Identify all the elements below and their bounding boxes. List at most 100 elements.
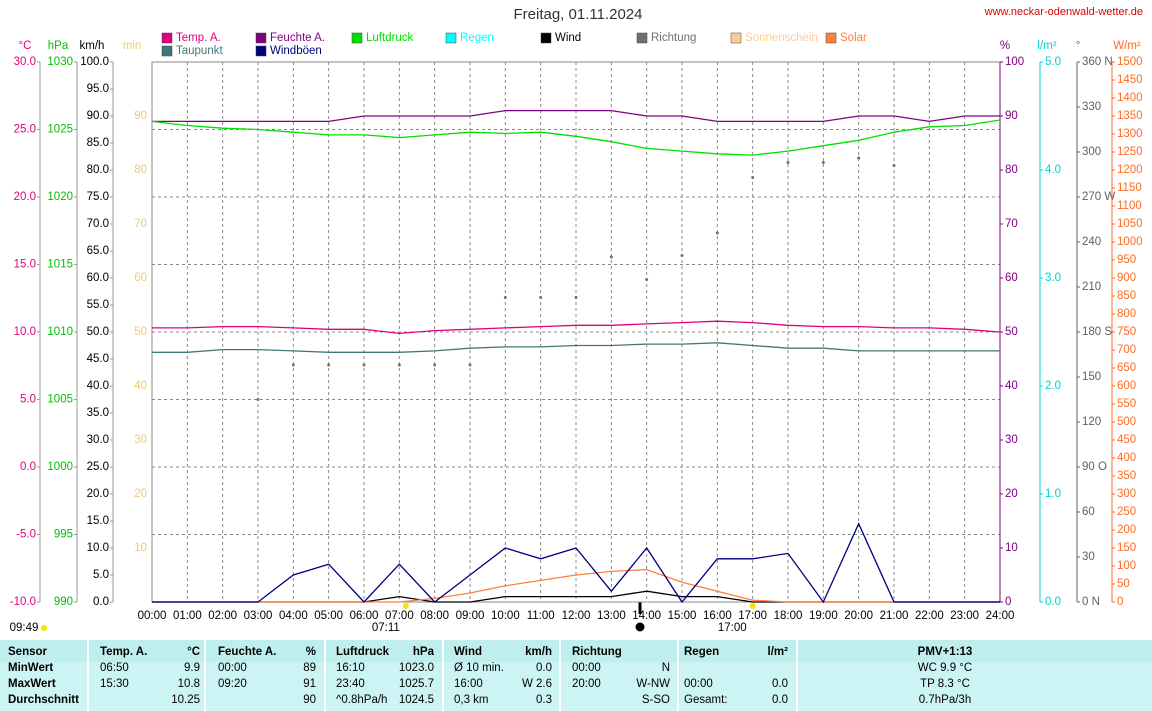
y-tick-label: 25.0 (87, 461, 109, 473)
annotation: 09:49 (10, 622, 39, 634)
table-cell: 0.7hPa/3h (919, 694, 971, 706)
direction-dot (786, 161, 790, 164)
table-cell: MaxWert (8, 678, 56, 690)
y-tick-label: 550 (1117, 398, 1136, 410)
table-cell: 1025.7 (399, 678, 434, 690)
axis-unit: °C (19, 40, 32, 52)
legend-swatch (540, 32, 552, 44)
table-cell: Richtung (572, 646, 622, 658)
y-tick-label: 1015 (47, 259, 73, 271)
y-tick-label: 5.0 (1045, 56, 1061, 68)
y-tick-label: 30 (1005, 434, 1018, 446)
direction-dot (291, 363, 295, 367)
y-tick-label: 210 (1082, 281, 1101, 293)
table-cell: 0.0 (536, 662, 552, 674)
table-cell: 0.3 (536, 694, 552, 706)
y-tick-label: 330 (1082, 101, 1101, 113)
y-tick-label: 1025 (47, 124, 73, 136)
y-tick-label: 35.0 (87, 407, 109, 419)
direction-dot (751, 176, 755, 179)
y-tick-label: 85.0 (87, 137, 109, 149)
x-tick-label: 15:00 (668, 610, 697, 622)
y-tick-label: 80 (134, 164, 147, 176)
x-tick-label: 21:00 (880, 610, 909, 622)
axis-unit: min (123, 40, 142, 52)
y-tick-label: 180 S (1082, 326, 1112, 338)
y-tick-label: 30.0 (14, 56, 36, 68)
table-cell: ^0.8hPa/h (336, 694, 387, 706)
axis-unit: hPa (48, 40, 69, 52)
y-tick-label: 270 W (1082, 191, 1115, 203)
y-tick-label: 120 (1082, 416, 1101, 428)
y-tick-label: 150 (1117, 542, 1136, 554)
x-tick-label: 01:00 (173, 610, 202, 622)
legend-swatch (351, 32, 363, 44)
y-tick-label: 90 (1005, 110, 1018, 122)
series-line (152, 109, 1000, 123)
y-tick-label: 0 N (1082, 596, 1100, 608)
table-cell: Wind (454, 646, 482, 658)
y-tick-label: 995 (54, 529, 73, 541)
y-tick-label: 30.0 (87, 434, 109, 446)
direction-dot (715, 231, 719, 235)
y-tick-label: 200 (1117, 524, 1136, 536)
y-tick-label: 1000 (1117, 236, 1143, 248)
y-tick-label: 95.0 (87, 83, 109, 95)
y-tick-label: 40.0 (87, 380, 109, 392)
x-tick-label: 17:00 (738, 610, 767, 622)
legend-label: Wind (555, 32, 581, 44)
y-tick-label: 1030 (47, 56, 73, 68)
x-tick-label: 00:00 (138, 610, 167, 622)
source-link[interactable]: www.neckar-odenwald-wetter.de (984, 6, 1143, 18)
legend-label: Richtung (651, 32, 696, 44)
y-tick-label: 20.0 (87, 488, 109, 500)
table-cell: 1024.5 (399, 694, 434, 706)
y-tick-label: 1000 (47, 461, 73, 473)
axis-unit: ° (1076, 40, 1081, 52)
table-cell: 06:50 (100, 662, 129, 674)
x-tick-label: 14:00 (632, 610, 661, 622)
y-tick-label: 1150 (1117, 182, 1142, 194)
x-tick-label: 20:00 (844, 610, 873, 622)
table-cell: 00:00 (684, 678, 713, 690)
table-cell: 15:30 (100, 678, 129, 690)
legend-swatch (161, 32, 173, 44)
y-tick-label: 60 (134, 272, 147, 284)
y-tick-label: 30 (1082, 551, 1095, 563)
axis-unit: % (1000, 40, 1010, 52)
table-cell: 90 (303, 694, 316, 706)
legend-label: Feuchte A. (270, 32, 325, 44)
y-tick-label: 300 (1117, 488, 1136, 500)
y-tick-label: 50 (1117, 578, 1130, 590)
x-tick-label: 10:00 (491, 610, 520, 622)
chart-title: Freitag, 01.11.2024 (514, 6, 643, 23)
annotation: 07:11 (372, 622, 400, 634)
y-tick-label: 990 (54, 596, 73, 608)
axis-unit: W/m² (1113, 40, 1141, 52)
y-tick-label: 60 (1005, 272, 1018, 284)
table-cell: 10.8 (178, 678, 200, 690)
y-tick-label: 850 (1117, 290, 1136, 302)
y-tick-label: 1450 (1117, 74, 1143, 86)
table-cell: 10.25 (171, 694, 200, 706)
x-tick-label: 12:00 (562, 610, 591, 622)
table-cell: TP 8.3 °C (920, 678, 970, 690)
y-tick-label: 800 (1117, 308, 1136, 320)
y-tick-label: 900 (1117, 272, 1136, 284)
sun-marker (402, 603, 409, 609)
legend-swatch (255, 32, 267, 44)
direction-dot (645, 278, 649, 281)
y-tick-label: 950 (1117, 254, 1136, 266)
y-tick-label: 10.0 (14, 326, 36, 338)
table-cell: Regen (684, 646, 719, 658)
y-tick-label: 90.0 (87, 110, 109, 122)
y-tick-label: 0.0 (1045, 596, 1061, 608)
table-cell: N (662, 662, 670, 674)
y-tick-label: 500 (1117, 416, 1136, 428)
legend-label: Taupunkt (176, 45, 223, 57)
y-tick-label: 5.0 (93, 569, 109, 581)
table-cell: 0.0 (772, 694, 788, 706)
y-tick-label: 60 (1082, 506, 1095, 518)
y-tick-label: 4.0 (1045, 164, 1061, 176)
